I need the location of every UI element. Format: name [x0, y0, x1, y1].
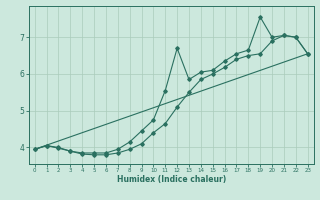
X-axis label: Humidex (Indice chaleur): Humidex (Indice chaleur): [116, 175, 226, 184]
